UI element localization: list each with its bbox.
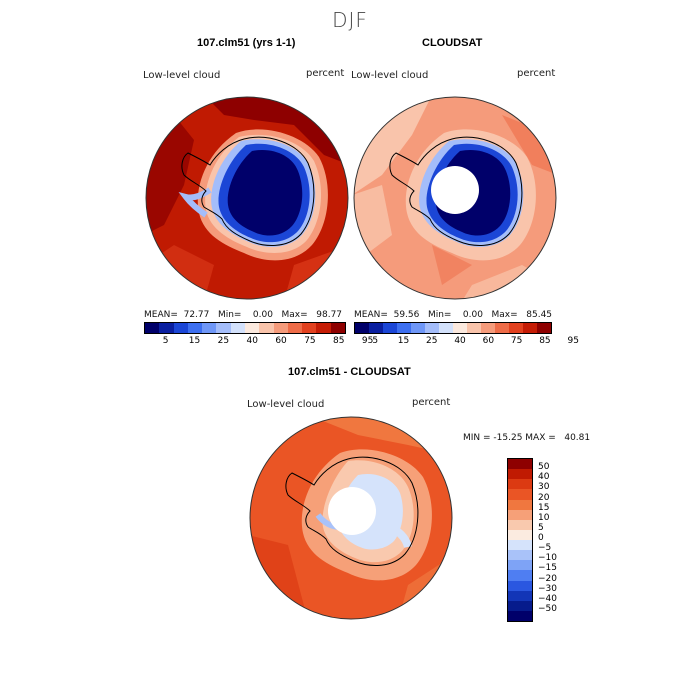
colorbar-swatch <box>439 323 453 333</box>
colorbar-tick-label: −30 <box>538 583 557 594</box>
colorbar-tick-label: 0 <box>538 533 544 543</box>
colorbar-swatch <box>273 323 288 333</box>
panel1-stats: MEAN= 72.77 Min= 0.00 Max= 98.77 <box>144 310 343 320</box>
colorbar-swatch <box>369 323 383 333</box>
colorbar-tick-label: 40 <box>246 336 258 346</box>
panel3-colorbar-labels: 50 40 30 20 15 10 5 0 −5 −10 −15 −20 −30 −40 −50 <box>538 458 578 620</box>
colorbar-tick-label: −40 <box>538 593 557 604</box>
colorbar-tick-label: 10 <box>538 512 550 523</box>
colorbar-tick-label: −20 <box>538 573 557 584</box>
colorbar-tick-label: −5 <box>538 543 552 554</box>
colorbar-tick-label: 60 <box>275 336 287 346</box>
panel1-colorbar: 5 15 25 40 60 75 85 95 <box>144 322 374 346</box>
panel3-field-label: Low-level cloud <box>247 399 325 410</box>
colorbar-swatch <box>383 323 397 333</box>
panel1-title: 107.clm51 (yrs 1-1) <box>197 37 296 49</box>
panel1-colorbar-swatches <box>144 322 346 334</box>
panel2-colorbar-swatches <box>354 322 552 334</box>
colorbar-tick-label: −15 <box>538 563 557 574</box>
colorbar-tick-label: 95 <box>567 336 579 346</box>
colorbar-tick-label: 15 <box>188 336 201 346</box>
colorbar-swatch <box>508 479 532 490</box>
colorbar-tick-label: 75 <box>304 336 316 346</box>
panel3-colorbar-swatches <box>507 458 533 622</box>
colorbar-swatch <box>411 323 425 333</box>
panel2-units-label: percent <box>517 68 556 79</box>
panel2-polar-map <box>353 96 557 300</box>
colorbar-tick-label: 60 <box>482 336 495 346</box>
colorbar-swatch <box>508 489 532 500</box>
colorbar-swatch <box>244 323 260 333</box>
colorbar-swatch <box>508 550 532 561</box>
panel3-polar-map <box>249 416 453 620</box>
panel3-units-label: percent <box>412 397 451 408</box>
panel2-colorbar: 5 15 25 40 60 75 85 95 <box>354 322 579 346</box>
colorbar-swatch <box>159 323 174 333</box>
colorbar-swatch <box>508 529 532 540</box>
colorbar-swatch <box>302 323 317 333</box>
colorbar-tick-label: 40 <box>538 472 550 483</box>
figure-title: DJF <box>332 8 368 32</box>
colorbar-swatch <box>508 519 532 530</box>
colorbar-swatch <box>330 323 345 333</box>
colorbar-swatch <box>425 323 439 333</box>
colorbar-tick-label: 85 <box>539 336 551 346</box>
colorbar-tick-label: 95 <box>361 336 374 346</box>
colorbar-swatch <box>509 323 523 333</box>
colorbar-tick-label: 75 <box>510 336 523 346</box>
colorbar-swatch <box>230 323 245 333</box>
panel1-polar-map <box>145 96 349 300</box>
colorbar-swatch <box>187 323 203 333</box>
colorbar-tick-label: −10 <box>538 553 557 564</box>
colorbar-tick-label: 25 <box>217 336 230 346</box>
colorbar-swatch <box>523 323 537 333</box>
panel2-stats: MEAN= 59.56 Min= 0.00 Max= 85.45 <box>354 310 553 320</box>
colorbar-swatch <box>508 469 532 480</box>
colorbar-swatch <box>508 499 532 510</box>
colorbar-tick-label: 30 <box>538 482 550 493</box>
colorbar-tick-label: 15 <box>538 502 550 513</box>
panel3-title: 107.clm51 - CLOUDSAT <box>288 366 411 378</box>
colorbar-swatch <box>355 323 369 333</box>
colorbar-tick-label: 5 <box>372 336 379 346</box>
panel2-colorbar-labels: 5 15 25 40 60 75 85 95 <box>354 334 579 346</box>
colorbar-swatch <box>508 560 532 571</box>
colorbar-tick-label: 40 <box>454 336 466 346</box>
colorbar-tick-label: 15 <box>397 336 410 346</box>
colorbar-swatch <box>202 323 217 333</box>
panel1-field-label: Low-level cloud <box>143 70 221 81</box>
colorbar-swatch <box>508 570 532 581</box>
colorbar-swatch <box>495 323 509 333</box>
colorbar-swatch <box>316 323 331 333</box>
colorbar-swatch <box>508 509 532 520</box>
colorbar-swatch <box>508 580 532 591</box>
panel3-stats: MIN = -15.25 MAX = 40.81 <box>463 433 591 443</box>
colorbar-tick-label: 5 <box>538 522 544 533</box>
colorbar-tick-label: 5 <box>162 336 169 346</box>
colorbar-swatch <box>173 323 188 333</box>
colorbar-swatch <box>287 323 303 333</box>
colorbar-swatch <box>508 459 532 470</box>
colorbar-tick-label: −50 <box>538 603 557 614</box>
colorbar-swatch <box>216 323 231 333</box>
panel1-colorbar-labels: 5 15 25 40 60 75 85 95 <box>144 334 374 346</box>
colorbar-swatch <box>397 323 411 333</box>
colorbar-tick-label: 20 <box>538 492 550 503</box>
colorbar-swatch <box>453 323 467 333</box>
colorbar-swatch <box>508 610 532 621</box>
colorbar-swatch <box>481 323 495 333</box>
colorbar-swatch <box>537 323 551 333</box>
colorbar-tick-label: 50 <box>538 462 550 473</box>
panel2-title: CLOUDSAT <box>422 37 483 49</box>
colorbar-swatch <box>508 590 532 601</box>
panel1-units-label: percent <box>306 68 345 79</box>
colorbar-swatch <box>508 600 532 611</box>
colorbar-tick-label: 25 <box>426 336 438 346</box>
panel2-field-label: Low-level cloud <box>351 70 429 81</box>
colorbar-swatch <box>467 323 481 333</box>
colorbar-swatch <box>145 323 160 333</box>
colorbar-swatch <box>508 540 532 551</box>
colorbar-tick-label: 85 <box>333 336 345 346</box>
colorbar-swatch <box>259 323 274 333</box>
